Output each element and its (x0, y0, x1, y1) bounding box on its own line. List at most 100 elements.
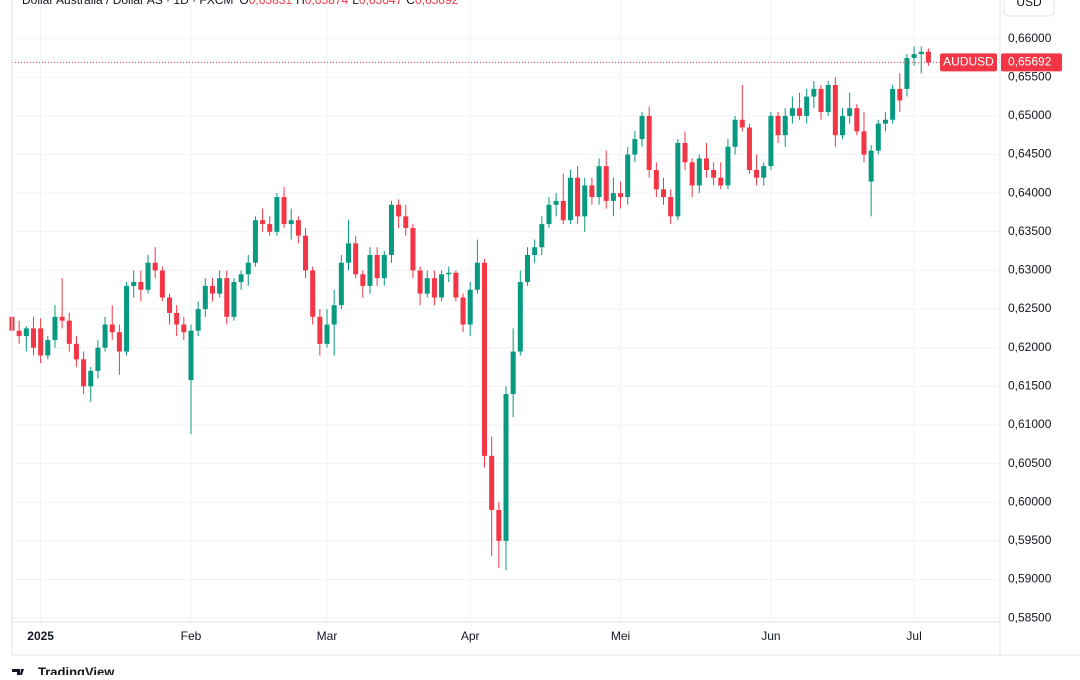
x-tick-label: Mei (611, 629, 630, 643)
candle-body (317, 316, 323, 344)
y-tick-label: 0,65000 (1008, 108, 1052, 122)
candle-body (274, 197, 280, 232)
candle-body (59, 316, 65, 321)
candle-body (188, 330, 194, 381)
candle-body (381, 254, 387, 279)
candle-body (539, 224, 545, 248)
candle-body (195, 309, 201, 331)
candle-body (854, 108, 860, 132)
candle-body (546, 204, 552, 225)
brand: TradingView (38, 664, 115, 675)
candle-body (38, 328, 44, 356)
candle-body (575, 177, 581, 217)
candle-body (424, 278, 430, 294)
candle-body (703, 158, 709, 170)
y-tick-label: 0,64000 (1008, 185, 1052, 199)
candle-body (95, 347, 101, 371)
candle-body (661, 189, 667, 198)
candle-body (711, 169, 717, 178)
y-tick-label: 0,65500 (1008, 69, 1052, 83)
candle-body (181, 324, 187, 333)
candle-body (675, 142, 681, 217)
candle-body (460, 297, 466, 325)
candle-body (353, 243, 359, 275)
y-tick-label: 0,63000 (1008, 263, 1052, 277)
candle-body (360, 274, 366, 286)
candle-body (761, 166, 767, 178)
candle-body (260, 220, 266, 225)
candle-body (288, 220, 294, 225)
candle-body (560, 200, 566, 221)
candle-body (503, 394, 509, 541)
candle-body (639, 115, 645, 140)
candle-body (653, 169, 659, 190)
candle-body (482, 262, 488, 456)
candle-body (331, 305, 337, 325)
y-tick-label: 0,59500 (1008, 533, 1052, 547)
candle-body (217, 278, 223, 294)
candle-body (682, 142, 688, 163)
symbol-tag (940, 53, 997, 72)
candle-body (439, 274, 445, 298)
candle-body (839, 115, 845, 136)
y-tick-label: 0,62000 (1008, 340, 1052, 354)
x-tick-label: Feb (181, 629, 202, 643)
candle-body (446, 272, 452, 275)
candle-body (811, 88, 817, 97)
symbol-title: Dollar Australia / Dollar AS · 1D · FXCM (22, 0, 233, 7)
candle-body (124, 285, 130, 352)
field-value: 0,65874 (305, 0, 349, 7)
symbol-tag-label: AUDUSD (943, 55, 994, 69)
candle-body (904, 57, 910, 89)
candle-body (374, 254, 380, 279)
candle-body (109, 324, 115, 333)
candle-body (252, 220, 258, 263)
candle-body (610, 193, 616, 201)
candle-body (696, 158, 702, 186)
last-price-label: 0,65692 (1008, 55, 1052, 69)
candle-body (209, 285, 215, 294)
header: Dollar Australia / Dollar AS · 1D · FXCM… (22, 0, 459, 7)
candle-body (875, 123, 881, 151)
candle-body (102, 324, 108, 348)
candle-body (345, 243, 351, 263)
candle-body (367, 254, 373, 286)
candle-body (861, 131, 867, 155)
candle-body (417, 270, 423, 294)
candle-body (152, 262, 158, 271)
candle-body (918, 51, 924, 55)
currency-label[interactable]: USD (1016, 0, 1042, 9)
candle-body (453, 272, 459, 298)
candle-body (689, 162, 695, 186)
candle-body (45, 339, 51, 356)
y-tick-label: 0,61500 (1008, 379, 1052, 393)
candle-body (603, 166, 609, 201)
candle-body (396, 204, 402, 217)
candle-body (410, 227, 416, 271)
brand-logo (12, 669, 24, 675)
candle-body (295, 220, 301, 236)
candle-body (145, 262, 151, 290)
field-key: H (296, 0, 305, 7)
x-tick-label: Apr (461, 629, 480, 643)
candle-body (73, 343, 79, 360)
candle-body (632, 139, 638, 155)
candle-body (732, 119, 738, 147)
x-tick-label: Jul (906, 629, 921, 643)
candle-body (310, 270, 316, 317)
field-key: O (239, 0, 248, 7)
candle-body (725, 146, 731, 186)
candle-body (116, 332, 122, 352)
last-price-tag (1001, 53, 1062, 72)
candle-body (467, 289, 473, 325)
currency-button[interactable] (1003, 0, 1055, 17)
candle-body (567, 177, 573, 221)
y-tick-label: 0,61000 (1008, 417, 1052, 431)
candle-body (818, 88, 824, 113)
candle-body (797, 108, 803, 116)
field-key: L (352, 0, 359, 7)
candle-body (231, 282, 237, 317)
candle-body (668, 197, 674, 217)
field-value: 0,65647 (359, 0, 403, 7)
y-tick-label: 0,60000 (1008, 494, 1052, 508)
